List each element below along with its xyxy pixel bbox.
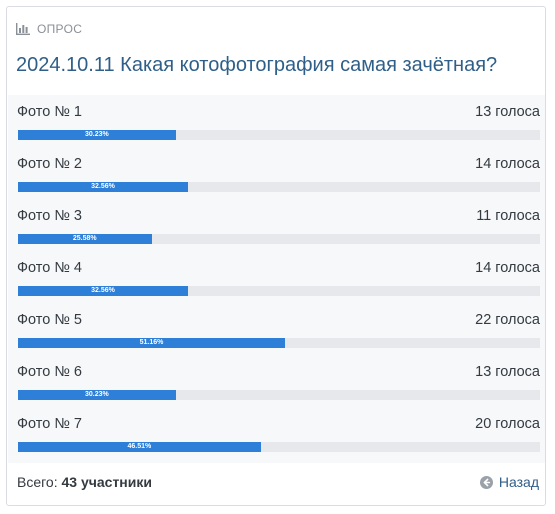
result-percent: 32.56% bbox=[91, 287, 115, 294]
option-label: Фото № 1 bbox=[17, 104, 82, 120]
option-label: Фото № 7 bbox=[17, 416, 82, 432]
option-label: Фото № 6 bbox=[17, 364, 82, 380]
option-label: Фото № 5 bbox=[17, 312, 82, 328]
poll-title: 2024.10.11 Какая котофотография самая за… bbox=[16, 54, 498, 76]
option-votes: 14 голоса bbox=[475, 260, 540, 276]
poll-options: Фото № 1 13 голоса 30.23% Фото № 2 14 го… bbox=[8, 95, 545, 463]
poll-card: ОПРОС 2024.10.11 Какая котофотография са… bbox=[6, 6, 546, 506]
result-bar-fill: 32.56% bbox=[18, 182, 188, 192]
result-bar-fill: 51.16% bbox=[18, 338, 286, 348]
back-link[interactable]: Назад bbox=[479, 474, 539, 490]
total-value: 43 участники bbox=[61, 474, 152, 490]
arrow-left-circle-icon bbox=[479, 475, 493, 489]
poll-option: Фото № 1 13 голоса 30.23% bbox=[8, 99, 545, 151]
result-bar-fill: 32.56% bbox=[18, 286, 188, 296]
result-bar-track: 30.23% bbox=[18, 390, 540, 400]
option-votes: 14 голоса bbox=[475, 156, 540, 172]
result-bar-track: 51.16% bbox=[18, 338, 540, 348]
poll-option: Фото № 7 20 голоса 46.51% bbox=[8, 411, 545, 463]
poll-option: Фото № 4 14 голоса 32.56% bbox=[8, 255, 545, 307]
result-percent: 51.16% bbox=[139, 339, 164, 346]
result-bar-fill: 46.51% bbox=[18, 442, 261, 452]
total-prefix: Всего: bbox=[17, 474, 58, 490]
option-label: Фото № 3 bbox=[17, 208, 82, 224]
option-votes: 20 голоса bbox=[475, 416, 540, 432]
option-votes: 13 голоса bbox=[475, 364, 540, 380]
option-votes: 11 голоса bbox=[476, 208, 540, 224]
result-percent: 46.51% bbox=[127, 443, 152, 450]
result-bar-fill: 30.23% bbox=[18, 130, 176, 140]
bar-chart-icon bbox=[16, 23, 30, 35]
result-percent: 25.58% bbox=[72, 235, 97, 242]
back-link-label[interactable]: Назад bbox=[498, 474, 539, 490]
poll-header: ОПРОС bbox=[16, 22, 82, 36]
result-bar-track: 46.51% bbox=[18, 442, 540, 452]
result-percent: 30.23% bbox=[85, 131, 109, 138]
result-bar-track: 32.56% bbox=[18, 182, 540, 192]
option-label: Фото № 2 bbox=[17, 156, 82, 172]
result-bar-fill: 25.58% bbox=[18, 234, 152, 244]
result-bar-track: 25.58% bbox=[18, 234, 540, 244]
result-bar-fill: 30.23% bbox=[18, 390, 176, 400]
poll-option: Фото № 6 13 голоса 30.23% bbox=[8, 359, 545, 411]
option-votes: 22 голоса bbox=[475, 312, 540, 328]
option-votes: 13 голоса bbox=[475, 104, 540, 120]
result-bar-track: 30.23% bbox=[18, 130, 540, 140]
poll-total: Всего: 43 участники bbox=[17, 474, 152, 490]
option-label: Фото № 4 bbox=[17, 260, 82, 276]
result-bar-track: 32.56% bbox=[18, 286, 540, 296]
poll-option: Фото № 5 22 голоса 51.16% bbox=[8, 307, 545, 359]
result-percent: 30.23% bbox=[85, 391, 109, 398]
poll-option: Фото № 3 11 голоса 25.58% bbox=[8, 203, 545, 255]
poll-option: Фото № 2 14 голоса 32.56% bbox=[8, 151, 545, 203]
result-percent: 32.56% bbox=[91, 183, 115, 190]
poll-header-label: ОПРОС bbox=[37, 22, 83, 36]
